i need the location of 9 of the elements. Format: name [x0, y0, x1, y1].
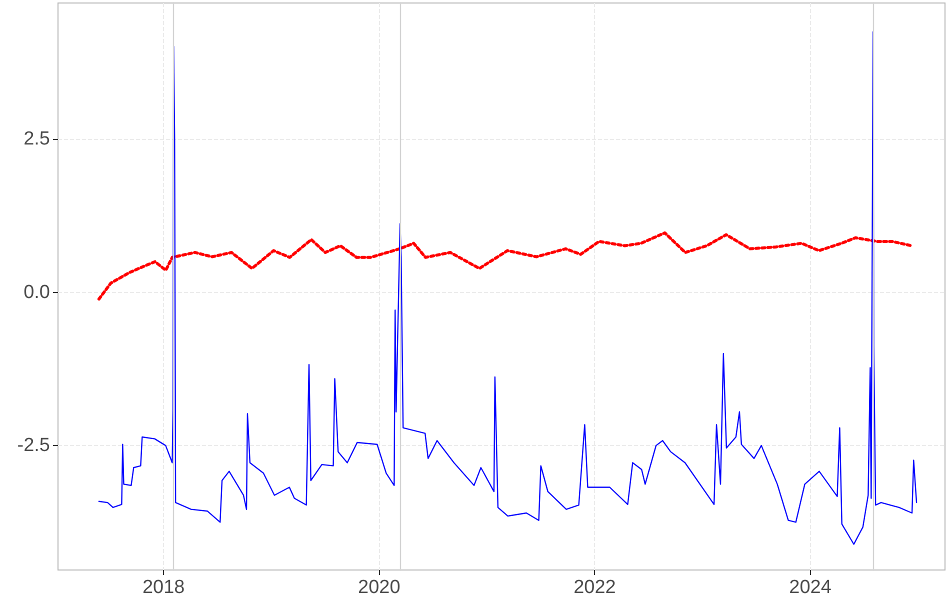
x-tick-label: 2018 [142, 577, 185, 598]
y-tick-label: -2.5 [17, 435, 50, 456]
x-tick-label: 2024 [789, 577, 832, 598]
y-tick-label: 2.5 [24, 128, 50, 150]
line-series [98, 31, 918, 545]
line-series [97, 231, 914, 301]
x-tick-label: 2022 [574, 577, 616, 598]
y-tick-label: 0.0 [24, 282, 50, 303]
x-tick-label: 2020 [358, 577, 400, 598]
